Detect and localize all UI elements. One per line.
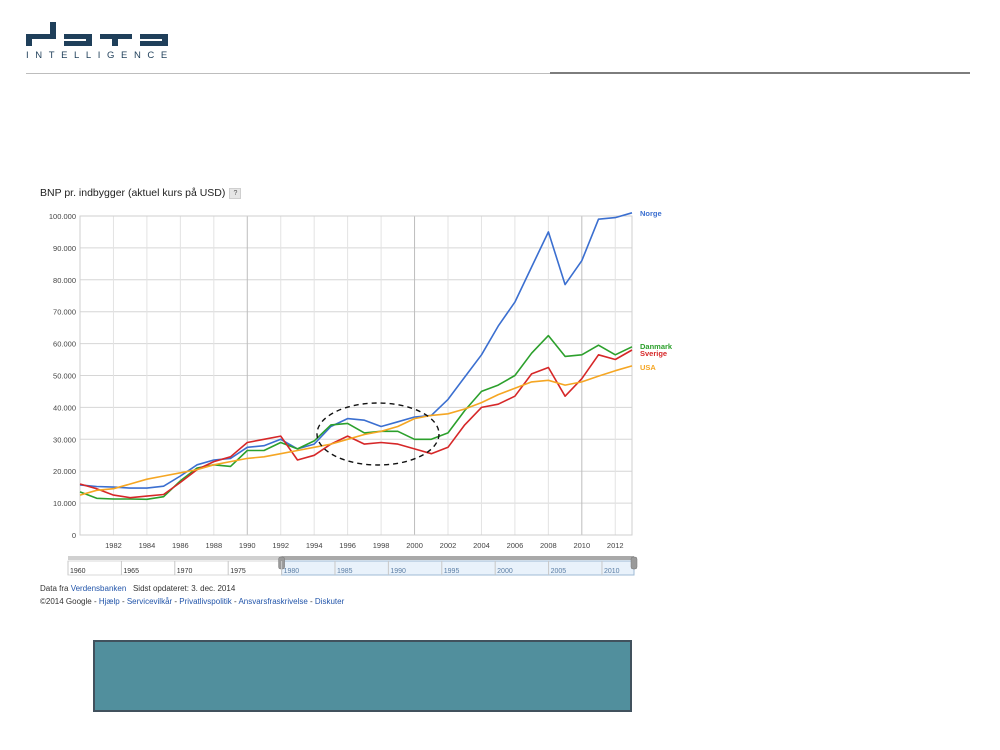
- logo-subtitle: INTELLIGENCE: [26, 50, 174, 61]
- navigator-label: 1970: [177, 568, 193, 575]
- x-axis-ticks: 1982 1984 1986 1988 1990 1992 1994 1996 1998 2000…: [105, 541, 624, 550]
- navigator-label: 1975: [230, 568, 246, 575]
- navigator-right-handle[interactable]: [630, 556, 638, 570]
- navigator-label: 1995: [444, 568, 460, 575]
- data-source-line: Data fra Verdensbanken Sidst opdateret: …: [40, 584, 235, 593]
- series-label-norge: Norge: [640, 209, 662, 218]
- footer-links: ©2014 Google - Hjælp - Servicevilkår - P…: [40, 597, 345, 606]
- x-tick-label: 1990: [239, 541, 256, 550]
- chart-title-text: BNP pr. indbygger (aktuel kurs på USD): [40, 187, 226, 199]
- chart-grid: [79, 215, 633, 536]
- series-label-danmark: Danmark: [640, 342, 673, 351]
- y-tick-label: 50.000: [53, 372, 76, 381]
- link-terms[interactable]: Servicevilkår: [126, 597, 173, 606]
- navigator-label: 2010: [604, 568, 620, 575]
- x-tick-label: 2012: [607, 541, 624, 550]
- link-help[interactable]: Hjælp: [98, 597, 120, 606]
- plot-border: [79, 215, 633, 536]
- data-intelligence-logo: [26, 22, 168, 46]
- x-tick-label: 2004: [473, 541, 490, 550]
- highlight-ellipse: [316, 402, 440, 466]
- navigator-label: 2000: [497, 568, 513, 575]
- x-tick-label: 2008: [540, 541, 557, 550]
- y-tick-label: 90.000: [53, 244, 76, 253]
- range-navigator: 1960 1965 1970 1975 1980 1985 1990 1995 2000 2005…: [67, 556, 638, 576]
- updated-text: Sidst opdateret: 3. dec. 2014: [132, 584, 236, 593]
- y-tick-label: 10.000: [53, 499, 76, 508]
- navigator-label: 1980: [284, 568, 300, 575]
- x-tick-label: 1984: [139, 541, 156, 550]
- link-discuss[interactable]: Diskuter: [314, 597, 345, 606]
- x-tick-label: 1998: [373, 541, 390, 550]
- x-tick-label: 1986: [172, 541, 189, 550]
- source-prefix: Data fra: [40, 584, 71, 593]
- y-tick-label: 20.000: [53, 467, 76, 476]
- navigator-scroll-thumb[interactable]: [281, 556, 634, 560]
- navigator-label: 1960: [70, 568, 86, 575]
- link-privacy[interactable]: Privatlivspolitik: [179, 597, 232, 606]
- series-line-usa[interactable]: [79, 365, 633, 496]
- series-line-danmark[interactable]: [79, 334, 633, 501]
- navigator-label: 1965: [123, 568, 139, 575]
- help-icon[interactable]: ?: [229, 187, 242, 199]
- y-tick-label: 100.000: [49, 212, 76, 221]
- x-tick-label: 1988: [205, 541, 222, 550]
- x-tick-label: 2002: [440, 541, 457, 550]
- series-label-sverige: Sverige: [640, 349, 667, 358]
- source-link[interactable]: Verdensbanken: [70, 584, 127, 593]
- navigator-label: 1985: [337, 568, 353, 575]
- x-tick-label: 2000: [406, 541, 423, 550]
- y-tick-label: 30.000: [53, 435, 76, 444]
- link-disclaimer[interactable]: Ansvarsfraskrivelse: [238, 597, 308, 606]
- y-tick-label: 40.000: [53, 403, 76, 412]
- teal-text-box: [93, 640, 632, 712]
- x-tick-label: 2006: [507, 541, 524, 550]
- y-tick-label: 70.000: [53, 308, 76, 317]
- header-divider-light: [26, 73, 550, 74]
- navigator-label: 1990: [390, 568, 406, 575]
- header-divider-dark: [550, 72, 970, 74]
- x-tick-label: 1992: [272, 541, 289, 550]
- chart-lines: [79, 212, 633, 501]
- series-line-sverige[interactable]: [79, 349, 633, 499]
- y-tick-label: 80.000: [53, 276, 76, 285]
- y-tick-label: 60.000: [53, 340, 76, 349]
- x-tick-label: 1982: [105, 541, 122, 550]
- chart-title: BNP pr. indbygger (aktuel kurs på USD)?: [40, 187, 242, 199]
- x-tick-label: 1994: [306, 541, 323, 550]
- navigator-label: 2005: [551, 568, 567, 575]
- series-label-usa: USA: [640, 363, 656, 372]
- y-axis-ticks: 0 10.000 20.000 30.000 40.000 50.000 60.000 70.…: [49, 212, 76, 540]
- series-line-norge[interactable]: [79, 212, 633, 489]
- y-tick-label: 0: [72, 531, 76, 540]
- copyright: ©2014 Google: [40, 597, 92, 606]
- x-tick-label: 2010: [573, 541, 590, 550]
- x-tick-label: 1996: [339, 541, 356, 550]
